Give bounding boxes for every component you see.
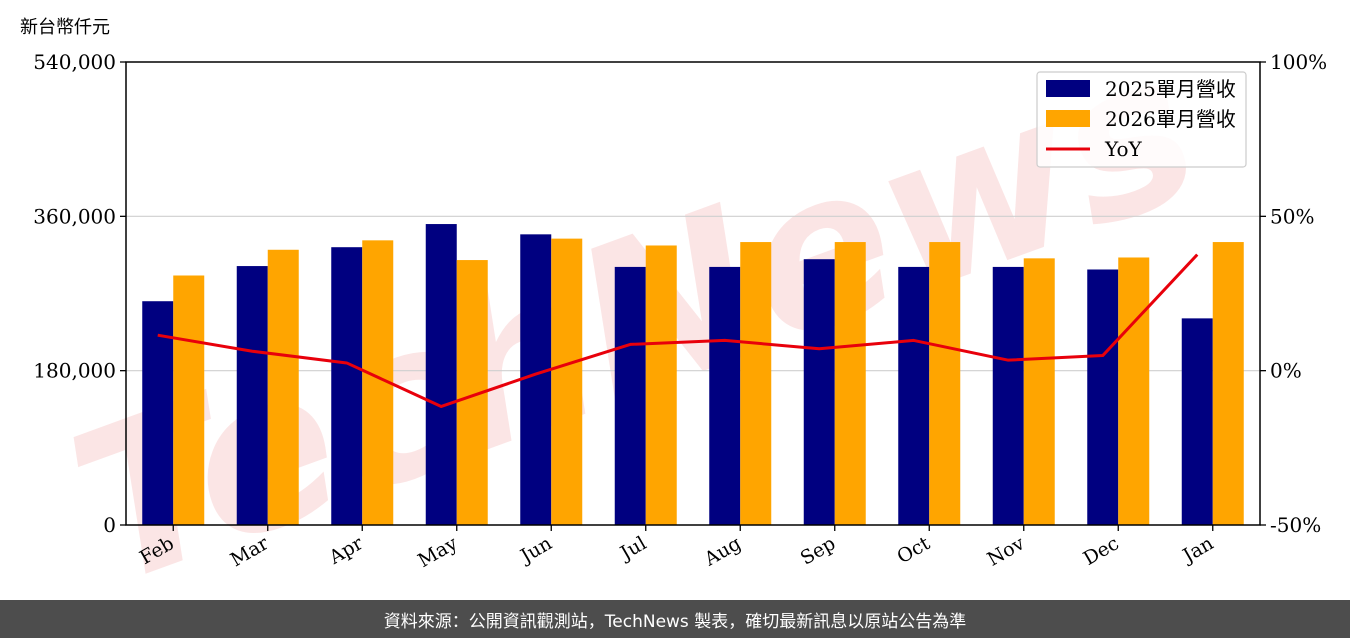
- revenue-chart: TechNews 0180,000360,000540,000-50%0%50%…: [33, 3, 1327, 600]
- bar-2025: [898, 266, 930, 525]
- x-tick-label: May: [414, 532, 461, 572]
- bar-2026: [834, 242, 866, 526]
- bar-2026: [929, 242, 961, 526]
- left-tick-label: 360,000: [33, 204, 116, 228]
- bar-2025: [709, 266, 741, 525]
- left-tick-label: 0: [103, 513, 116, 537]
- bar-2026: [173, 275, 205, 525]
- left-tick-label: 180,000: [33, 359, 116, 383]
- bar-2025: [1181, 318, 1213, 525]
- bar-2026: [1118, 257, 1150, 525]
- source-footer: 資料來源：公開資訊觀測站，TechNews 製表，確切最新訊息以原站公告為準: [0, 600, 1350, 638]
- right-tick-label: 50%: [1270, 204, 1314, 228]
- right-tick-label: 0%: [1270, 359, 1302, 383]
- right-tick-label: 100%: [1270, 50, 1327, 74]
- right-tick-label: -50%: [1270, 513, 1321, 537]
- bar-2025: [1087, 269, 1119, 525]
- bar-2025: [803, 259, 835, 525]
- x-tick-label: Jan: [1178, 532, 1218, 568]
- source-footer-text: 資料來源：公開資訊觀測站，TechNews 製表，確切最新訊息以原站公告為準: [383, 611, 967, 632]
- bar-2025: [614, 266, 646, 525]
- plot-frame: [125, 61, 1261, 526]
- bar-2025: [520, 234, 552, 526]
- left-tick-label: 540,000: [33, 50, 116, 74]
- bar-2025: [425, 224, 457, 526]
- x-tick-label: Oct: [893, 532, 934, 568]
- bar-2026: [267, 249, 299, 525]
- bar-2026: [1023, 258, 1055, 525]
- bar-2025: [236, 266, 268, 525]
- y-axis-unit-label: 新台幣仟元: [20, 17, 110, 38]
- bar-2026: [740, 242, 772, 526]
- legend-swatch: [1046, 110, 1090, 127]
- bar-2025: [331, 247, 363, 525]
- legend-label: YoY: [1104, 137, 1143, 161]
- bar-2026: [551, 238, 583, 526]
- bar-2025: [142, 301, 174, 525]
- x-tick-label: Nov: [984, 532, 1029, 571]
- legend-swatch: [1046, 80, 1090, 97]
- yoy-line: [157, 253, 1199, 408]
- bar-2026: [1212, 242, 1244, 526]
- legend-label: 2025單月營收: [1105, 77, 1236, 101]
- x-tick-label: Jun: [515, 532, 556, 568]
- x-tick-label: Aug: [700, 532, 745, 571]
- legend-label: 2026單月營收: [1105, 107, 1236, 131]
- bar-2026: [645, 245, 677, 526]
- x-tick-label: Jul: [615, 532, 650, 565]
- bar-2025: [992, 266, 1024, 525]
- x-tick-label: Dec: [1080, 532, 1123, 570]
- x-tick-label: Sep: [797, 532, 840, 569]
